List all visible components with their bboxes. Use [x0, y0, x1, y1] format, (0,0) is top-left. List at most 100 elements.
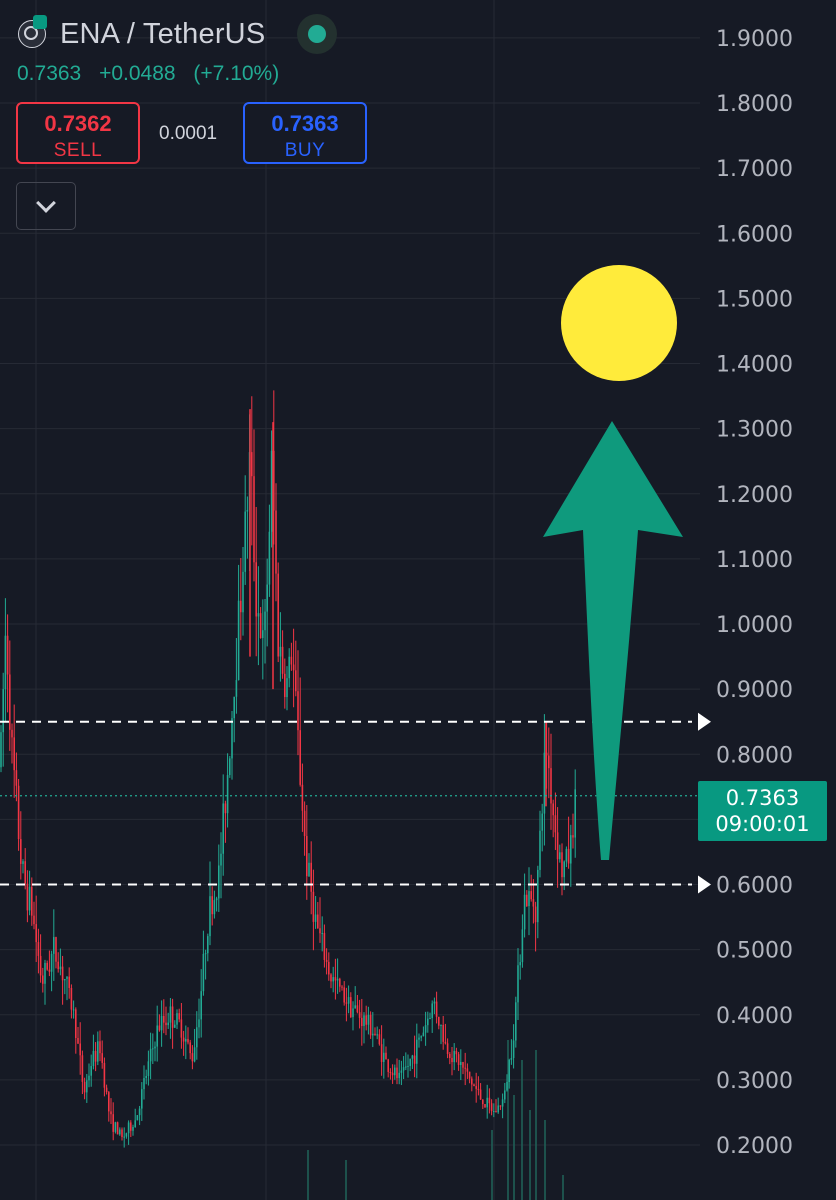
candle-body	[81, 1055, 84, 1082]
candle-body	[350, 997, 352, 1018]
candle-body	[552, 803, 554, 816]
candle-body	[427, 1018, 429, 1026]
y-tick-label: 1.5000	[716, 287, 793, 312]
candle-body	[158, 1025, 161, 1031]
candle-body	[468, 1071, 471, 1079]
candle-body	[497, 1105, 499, 1113]
candle-body	[147, 1061, 150, 1076]
candle-body	[171, 1006, 174, 1028]
candle-body	[13, 737, 15, 771]
candle-body	[160, 1015, 163, 1031]
candle-body	[354, 1005, 356, 1009]
symbol-title[interactable]: ENA / TetherUS	[60, 17, 266, 50]
candle-body	[561, 852, 563, 878]
price-change-percent: (+7.10%)	[193, 62, 280, 85]
candle-body	[154, 1046, 156, 1049]
candle-body	[405, 1066, 407, 1068]
candle-body	[288, 656, 290, 679]
live-status-icon	[297, 14, 338, 54]
candle-body	[275, 510, 277, 574]
candle-body	[530, 891, 532, 900]
candle-body	[442, 1024, 444, 1042]
y-tick-label: 1.6000	[716, 222, 793, 247]
candle-body	[178, 1013, 180, 1020]
chevron-down-icon	[36, 193, 56, 213]
price-axis: 1.9000 1.8000 1.7000 1.6000 1.5000 1.4000 1.30…	[716, 27, 793, 1159]
symbol-row: ENA / TetherUS	[18, 14, 338, 54]
candle-body	[391, 1072, 394, 1076]
candle-body	[149, 1048, 152, 1062]
candle-body	[400, 1070, 403, 1073]
candle-body	[429, 1018, 431, 1020]
annotations	[543, 265, 683, 860]
candle-body	[396, 1067, 398, 1079]
y-tick-label: 0.3000	[716, 1069, 793, 1094]
candle-body	[123, 1136, 125, 1138]
candle-body	[237, 600, 240, 681]
candle-body	[141, 1089, 143, 1109]
candle-body	[444, 1041, 447, 1044]
candle-body	[308, 862, 310, 877]
candle-body	[11, 729, 13, 738]
candle-body	[53, 937, 55, 954]
candle-body	[358, 1012, 361, 1018]
candle-body	[567, 848, 570, 864]
candle-body	[127, 1122, 130, 1134]
candle-body	[231, 718, 233, 759]
candle-body	[61, 966, 64, 981]
candle-body	[499, 1105, 502, 1107]
candle-body	[501, 1099, 504, 1107]
candle-body	[378, 1034, 381, 1045]
candle-body	[506, 1082, 508, 1091]
sell-button[interactable]: 0.7362 SELL	[16, 102, 140, 164]
candle-body	[570, 835, 572, 864]
candle-body	[431, 1003, 433, 1019]
candle-body	[440, 1024, 442, 1026]
candle-body	[86, 1080, 88, 1093]
candle-body	[220, 853, 222, 866]
current-price-tag: 0.7363 09:00:01	[698, 781, 827, 841]
candle-body	[306, 836, 308, 877]
candle-body	[451, 1057, 453, 1063]
candle-body	[90, 1066, 92, 1076]
candle-body	[523, 894, 526, 930]
candle-body	[44, 962, 46, 984]
candle-body	[39, 955, 42, 976]
candle-body	[323, 933, 326, 960]
y-tick-label: 1.4000	[716, 353, 793, 378]
candle-body	[279, 646, 282, 657]
collapse-button[interactable]	[16, 182, 76, 230]
candle-body	[345, 1002, 348, 1004]
candle-body	[103, 1062, 106, 1088]
buy-button[interactable]: 0.7363 BUY	[243, 102, 367, 164]
candle-body	[268, 531, 271, 585]
candle-body	[495, 1110, 497, 1113]
candle-body	[33, 915, 35, 925]
candle-body	[174, 1024, 176, 1028]
candle-body	[273, 450, 275, 511]
candle-body	[330, 974, 332, 982]
candle-body	[72, 1009, 75, 1011]
candle-body	[59, 966, 62, 970]
candle-body	[66, 976, 68, 979]
candle-body	[341, 986, 343, 988]
candle-body	[218, 865, 220, 899]
candle-body	[187, 1038, 189, 1043]
candle-body	[572, 835, 574, 838]
candle-body	[556, 832, 559, 860]
candle-body	[196, 1027, 198, 1048]
candle-body	[226, 775, 229, 814]
candle-body	[550, 768, 552, 804]
candle-body	[266, 584, 268, 612]
candle-body	[215, 898, 218, 901]
candle-body	[477, 1088, 480, 1090]
candle-body	[446, 1043, 449, 1054]
candle-body	[222, 803, 224, 854]
candle-body	[460, 1061, 462, 1065]
y-tick-label: 0.9000	[716, 678, 793, 703]
candle-body	[521, 929, 524, 963]
candle-body	[224, 803, 227, 814]
candle-body	[473, 1084, 475, 1087]
candle-body	[244, 511, 246, 572]
